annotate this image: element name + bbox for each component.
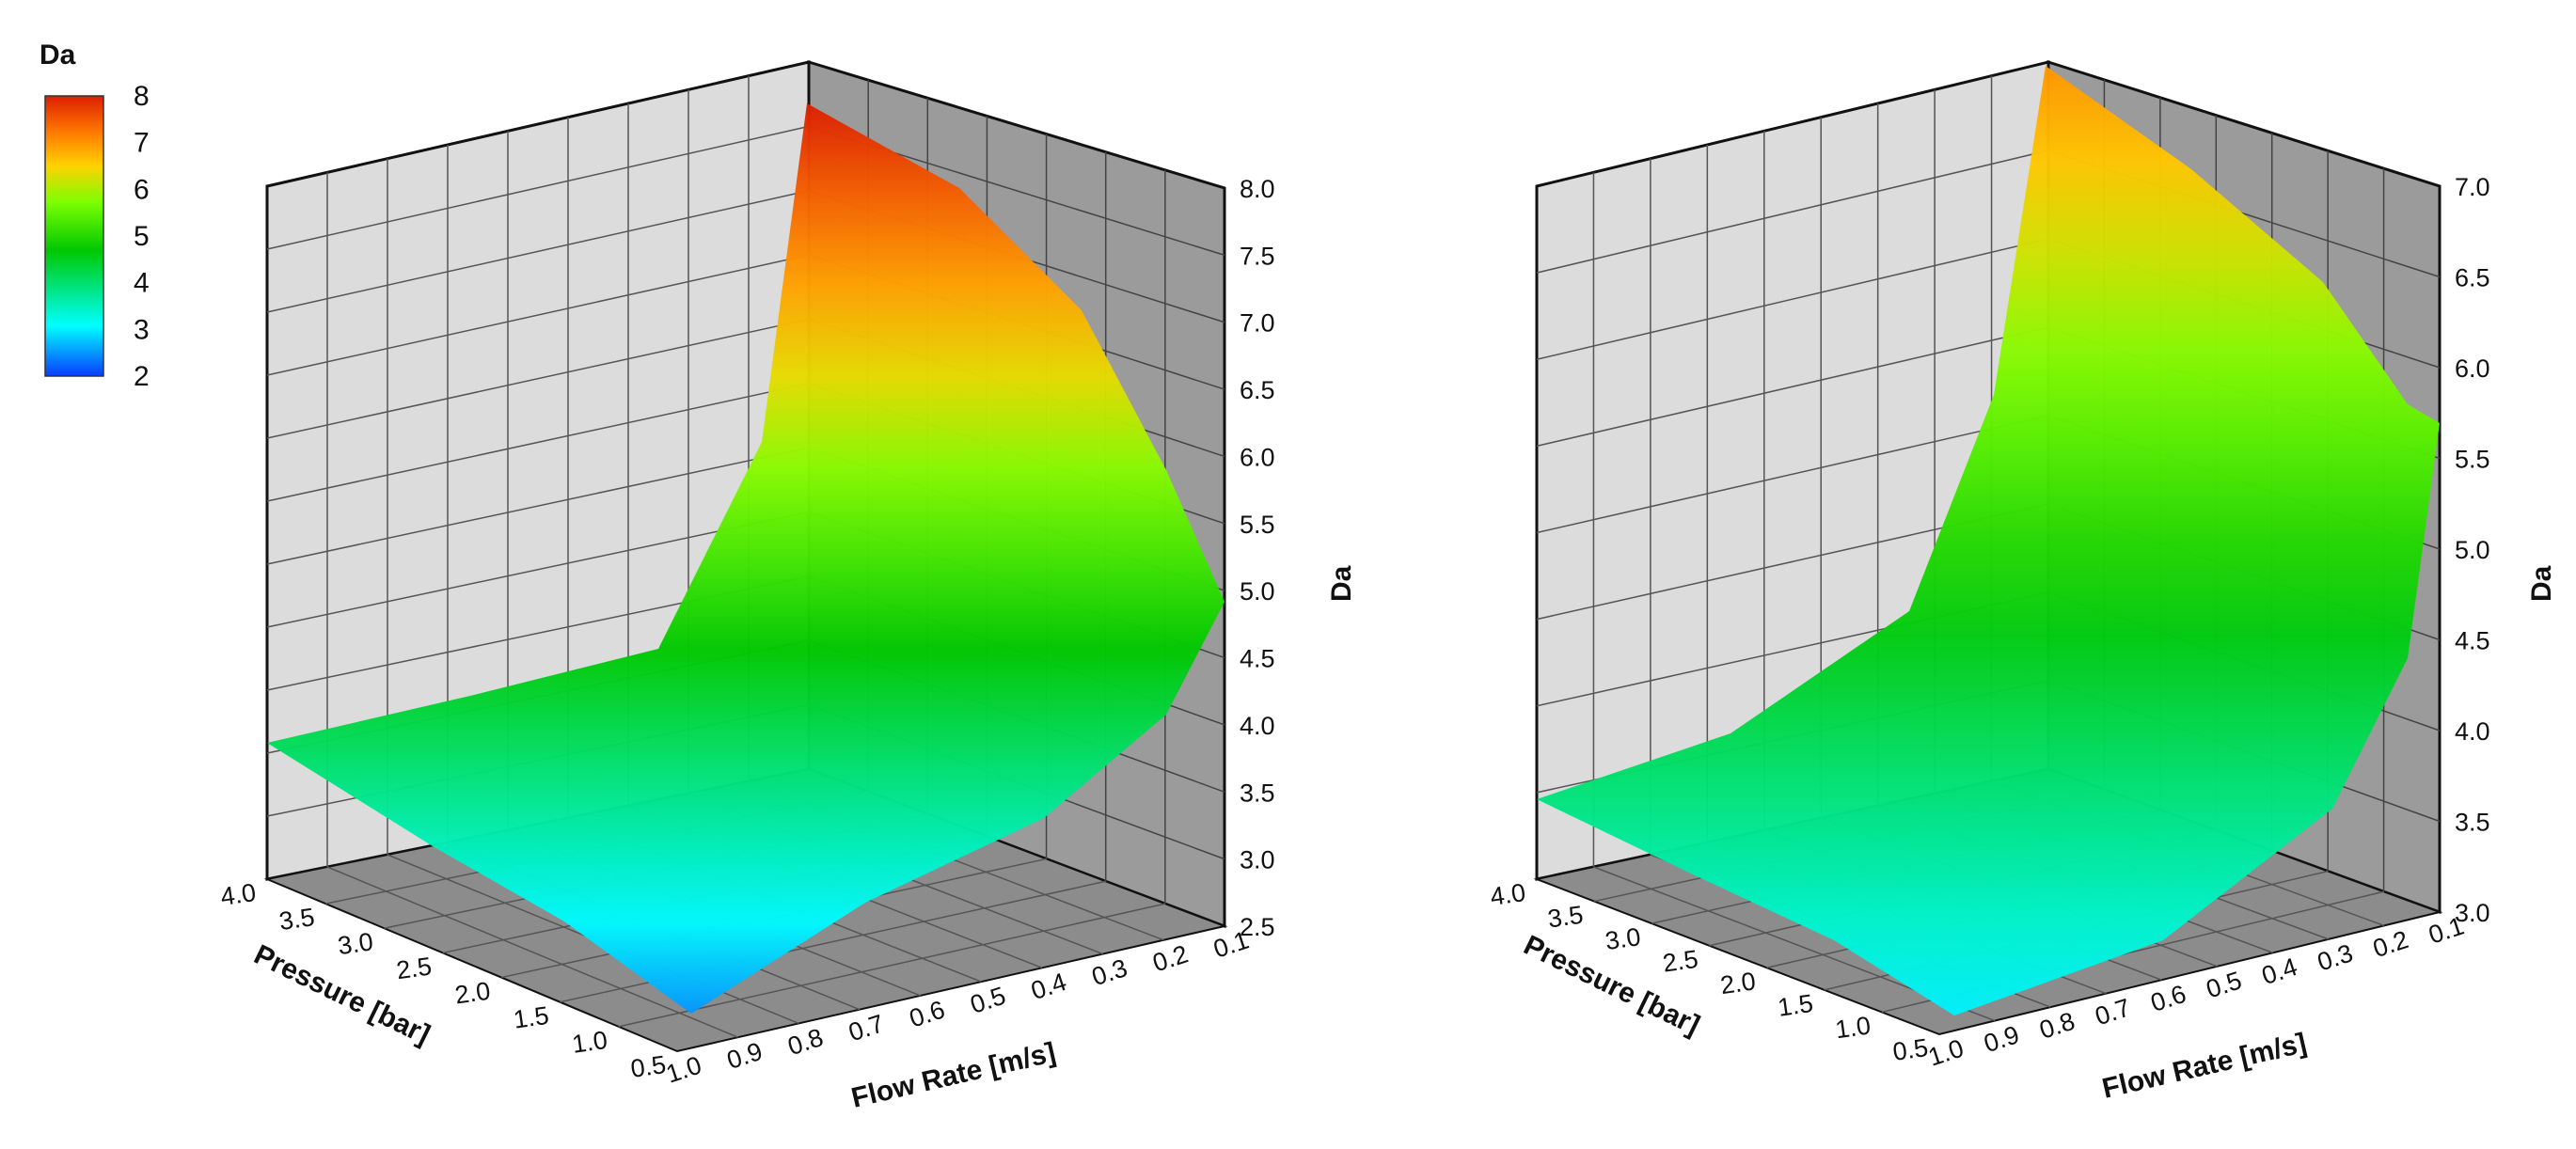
- z-tick-label: 5.0: [2455, 536, 2490, 564]
- y-tick-label: 2.5: [395, 952, 434, 984]
- z-tick-label: 4.0: [1240, 712, 1275, 740]
- grid-line: [1536, 238, 2049, 360]
- z-tick-label: 5.5: [1240, 511, 1275, 539]
- z-tick-label: 7.5: [1240, 242, 1275, 270]
- z-tick-label: 7.0: [2455, 173, 2490, 201]
- grid-line: [1536, 326, 2049, 448]
- y-tick-label: 0.5: [1891, 1033, 1930, 1066]
- colorbar-legend: Da 8 7 6 5 4 3 2: [40, 39, 150, 392]
- legend-tick-label: 5: [134, 221, 150, 252]
- tick-labels: 2.53.03.54.04.55.05.56.06.57.07.58.01.0 0…: [219, 175, 1275, 1089]
- y-tick-label: 3.0: [1604, 922, 1642, 955]
- y-tick-label: 3.5: [277, 903, 316, 936]
- x-tick-label: 0.5: [2203, 966, 2245, 1003]
- grid-line: [266, 447, 810, 565]
- x-tick-label: 0.2: [1149, 939, 1192, 977]
- x-tick-label: 0.7: [845, 1009, 888, 1047]
- x-tick-label: 0.8: [784, 1023, 827, 1061]
- z-tick-label: 6.5: [2455, 264, 2490, 292]
- x-tick-label: 0.2: [2369, 925, 2411, 963]
- x-tick-label: 0.8: [2036, 1007, 2078, 1045]
- x-tick-label: 0.4: [2258, 952, 2300, 990]
- x-tick-label: 0.3: [2314, 938, 2356, 976]
- surface: [267, 103, 1225, 1014]
- z-tick-label: 8.0: [1240, 175, 1275, 203]
- z-tick-label: 5.0: [1240, 577, 1275, 606]
- legend-tick-label: 7: [134, 128, 150, 159]
- y-tick-label: 3.0: [336, 927, 374, 960]
- z-tick-label: 2.5: [1240, 913, 1275, 941]
- x-tick-label: 0.7: [2092, 993, 2134, 1031]
- y-tick-label: 3.5: [1546, 901, 1585, 934]
- y-tick-label: 1.5: [1776, 989, 1814, 1022]
- z-tick-label: 6.5: [1240, 376, 1275, 404]
- x-tick-label: 1.0: [663, 1051, 705, 1089]
- y-tick-label: 0.5: [629, 1050, 668, 1083]
- y-tick-label: 1.5: [512, 1001, 550, 1034]
- y-tick-label: 1.0: [1834, 1011, 1873, 1044]
- z-axis-title: Da: [1326, 565, 1357, 602]
- z-tick-label: 6.0: [1240, 443, 1275, 471]
- x-tick-label: 1.0: [1925, 1034, 1968, 1072]
- z-tick-label: 6.0: [2455, 354, 2490, 383]
- y-tick-label: 4.0: [1489, 878, 1527, 911]
- colorbar: [44, 95, 104, 377]
- x-tick-label: 0.9: [723, 1037, 766, 1075]
- z-tick-label: 4.5: [2455, 627, 2490, 655]
- grid-line: [266, 254, 810, 376]
- z-tick-label: 3.5: [1240, 779, 1275, 807]
- x-axis-title: Flow Rate [m/s]: [2099, 1028, 2309, 1105]
- legend-tick-label: 2: [134, 361, 150, 392]
- surface: [1537, 66, 2440, 1015]
- z-tick-label: 4.0: [2455, 717, 2490, 746]
- legend-tick-label: 3: [134, 314, 150, 345]
- grid-line: [1536, 150, 2049, 274]
- y-tick-label: 1.0: [570, 1026, 608, 1059]
- y-tick-label: 2.5: [1661, 945, 1699, 978]
- z-axis-title: Da: [2526, 565, 2557, 602]
- x-tick-label: 0.9: [1981, 1020, 2023, 1058]
- x-tick-label: 0.3: [1088, 953, 1130, 991]
- x-axis-title: Flow Rate [m/s]: [848, 1037, 1058, 1114]
- legend-tick-label: 8: [134, 81, 150, 112]
- legend-tick-label: 4: [134, 268, 150, 299]
- z-tick-label: 3.0: [1240, 846, 1275, 874]
- grid-line: [618, 903, 1166, 1028]
- grid-line: [1536, 415, 2049, 534]
- z-tick-label: 3.5: [2455, 809, 2490, 837]
- surface-plot-left: 2.53.03.54.04.55.05.56.06.57.07.58.01.0 0…: [219, 59, 1357, 1114]
- z-tick-label: 3.0: [2455, 899, 2490, 927]
- x-tick-label: 0.4: [1028, 968, 1070, 1005]
- grid-line: [266, 125, 810, 250]
- x-tick-label: 0.6: [2147, 980, 2189, 1017]
- surface-plot-right: 3.0 3.5 4.0 4.5 5.0 5.5 6.0 6.5 7.0 1.0 0.9 0.8 0.7 0…: [1489, 59, 2557, 1105]
- legend-title: Da: [40, 39, 76, 71]
- y-tick-label: 2.0: [1718, 967, 1757, 999]
- y-tick-label: 4.0: [219, 878, 258, 911]
- z-tick-label: 5.5: [2455, 446, 2490, 474]
- x-tick-label: 0.6: [906, 995, 948, 1032]
- grid-line: [266, 383, 810, 502]
- z-tick-label: 4.5: [1240, 645, 1275, 673]
- grid-line: [266, 189, 810, 313]
- grid-line: [266, 318, 810, 439]
- x-tick-label: 0.5: [967, 982, 1009, 1019]
- z-tick-label: 7.0: [1240, 309, 1275, 338]
- y-tick-label: 2.0: [453, 977, 492, 1010]
- grid-line: [326, 866, 738, 1038]
- legend-tick-label: 6: [134, 174, 150, 205]
